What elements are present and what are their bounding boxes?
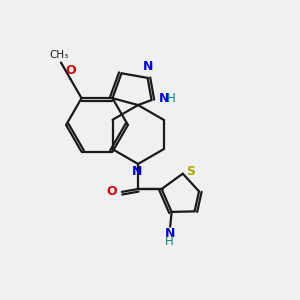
Text: H: H xyxy=(167,92,176,105)
Text: N: N xyxy=(159,92,169,105)
Text: S: S xyxy=(186,165,195,178)
Text: N: N xyxy=(132,165,143,178)
Text: N: N xyxy=(165,227,175,240)
Text: N: N xyxy=(143,61,153,74)
Text: H: H xyxy=(165,235,174,248)
Text: CH₃: CH₃ xyxy=(50,50,69,60)
Text: O: O xyxy=(107,185,117,198)
Text: O: O xyxy=(65,64,76,77)
